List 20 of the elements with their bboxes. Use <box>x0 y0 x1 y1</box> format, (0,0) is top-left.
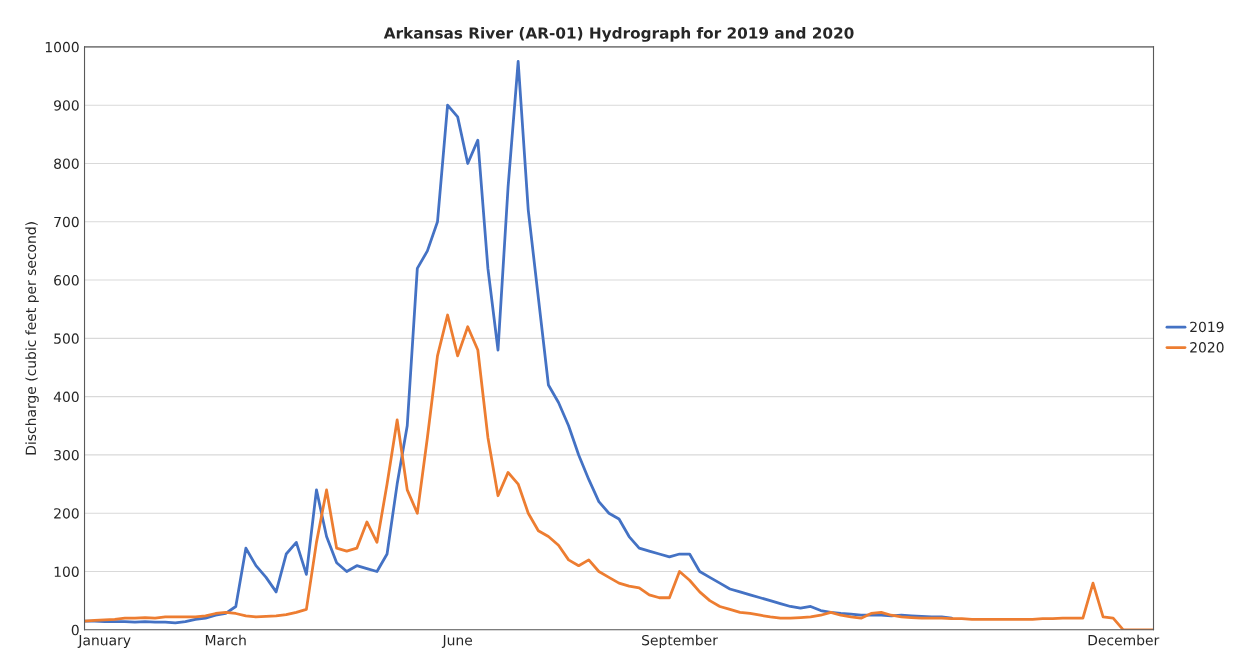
y-tick-label: 900 <box>54 100 79 111</box>
y-tick-label: 1000 <box>45 41 79 53</box>
y-tick-label: 100 <box>54 566 79 577</box>
y-tick-label: 800 <box>54 158 79 169</box>
chart-title: Arkansas River (AR-01) Hydrograph for 2019 and 2020 <box>383 26 854 42</box>
x-tick-label: June <box>441 635 473 648</box>
y-axis-title: Discharge (cubic feet per second) <box>25 222 39 455</box>
y-tick-label: 700 <box>54 216 79 228</box>
y-tick-label: 600 <box>54 275 79 286</box>
y-tick-label: 400 <box>53 391 79 403</box>
y-tick-label: 0 <box>71 624 79 636</box>
x-tick-label: January <box>77 635 131 649</box>
y-tick-label: 300 <box>54 449 79 461</box>
x-tick-label: September <box>642 634 718 649</box>
x-tick-label: December <box>1088 634 1160 646</box>
legend-label: 2019 <box>1190 321 1224 333</box>
x-tick-label: March <box>205 634 246 646</box>
y-tick-label: 200 <box>54 508 79 519</box>
y-tick-label: 500 <box>54 333 79 344</box>
legend-label: 2020 <box>1190 342 1224 353</box>
